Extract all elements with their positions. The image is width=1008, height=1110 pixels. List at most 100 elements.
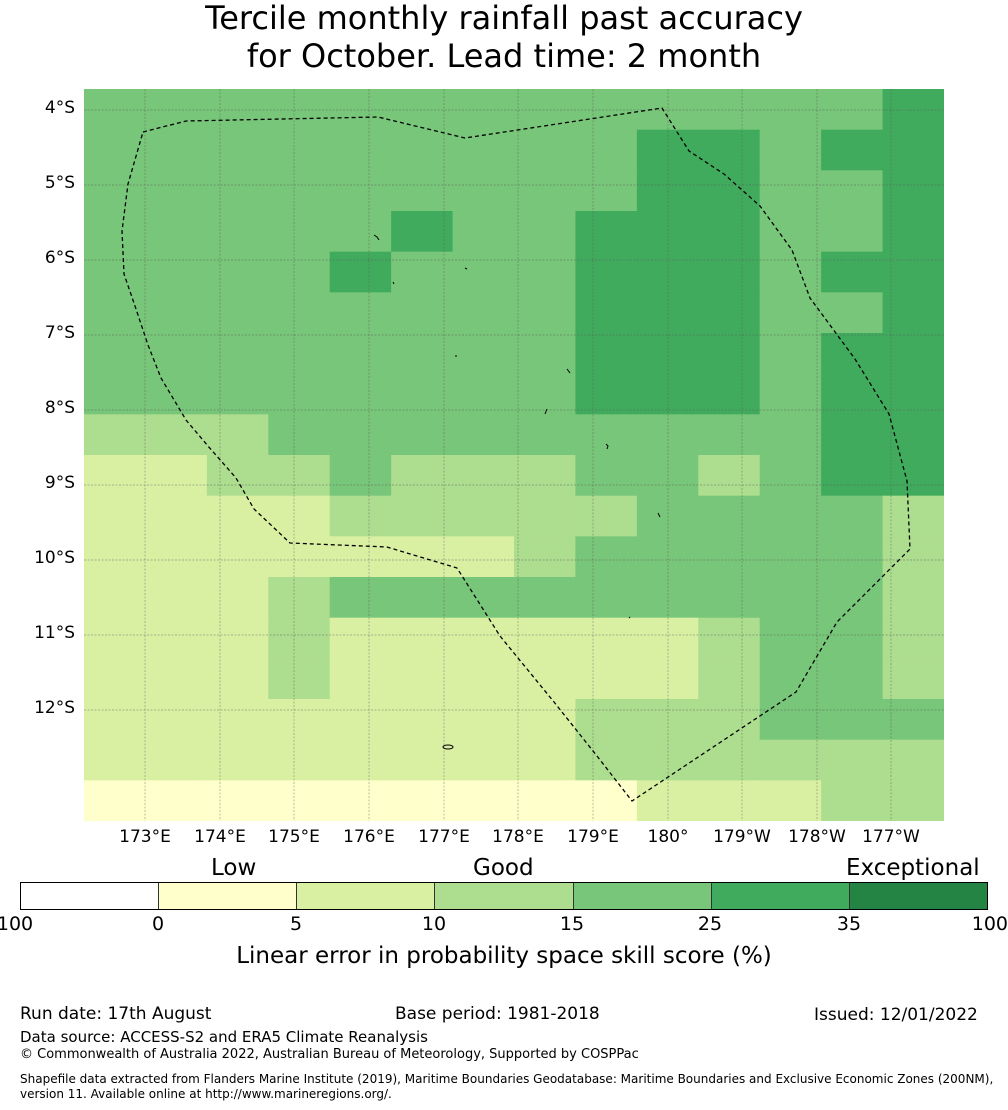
grid-cell: [268, 617, 331, 659]
grid-cell: [514, 536, 577, 578]
grid-cell: [268, 536, 331, 578]
grid-cell: [206, 251, 269, 293]
grid-cell: [514, 129, 577, 171]
grid-cell: [268, 455, 331, 497]
grid-cell: [268, 292, 331, 334]
grid-cell: [329, 699, 392, 741]
lon-label-177e: 177°E: [418, 827, 470, 847]
grid-cell: [145, 414, 208, 456]
grid-cell: [268, 211, 331, 253]
grid-cell: [84, 89, 147, 131]
grid-cell: [636, 414, 699, 456]
grid-cell: [821, 617, 884, 659]
grid-cell: [698, 251, 761, 293]
colorbar-tick-label: -100: [0, 913, 34, 935]
grid-cell: [84, 211, 147, 253]
grid-cell: [759, 536, 822, 578]
grid-cell: [882, 739, 944, 781]
grid-cell: [268, 495, 331, 537]
lat-label-12s: 12°S: [34, 698, 75, 718]
grid-cell: [452, 373, 515, 415]
grid-cell: [575, 373, 638, 415]
grid-cell: [206, 129, 269, 171]
colorbar-tick-label: 0: [151, 913, 165, 935]
islands: [373, 234, 661, 750]
grid-cell: [84, 414, 147, 456]
grid-cell: [206, 577, 269, 619]
grid-cell: [452, 251, 515, 293]
grid-cell: [698, 129, 761, 171]
grid-cell: [452, 617, 515, 659]
grid-cell: [206, 699, 269, 741]
grid-cell: [329, 739, 392, 781]
grid-cell: [206, 373, 269, 415]
grid-cell: [84, 577, 147, 619]
colorbar-tick-label: 25: [697, 913, 723, 935]
grid-cell: [329, 536, 392, 578]
grid-cell: [145, 455, 208, 497]
grid-cell: [821, 89, 884, 131]
colorbar-swatch: [573, 883, 712, 909]
grid-cell: [882, 617, 944, 659]
grid-cell: [882, 455, 944, 497]
shapefile-credit-line-2: version 11. Available online at http://w…: [20, 1087, 392, 1101]
grid-cell: [821, 414, 884, 456]
grid-cell: [145, 211, 208, 253]
grid-cell: [698, 739, 761, 781]
lon-label-174e: 174°E: [194, 827, 246, 847]
grid-cell: [268, 739, 331, 781]
grid-cell: [759, 89, 822, 131]
lat-label-4s: 4°S: [44, 98, 75, 118]
grid-cell: [821, 495, 884, 537]
grid-cell: [514, 89, 577, 131]
grid-cell: [514, 699, 577, 741]
grid-cell: [698, 455, 761, 497]
grid-cell: [759, 658, 822, 700]
grid-cell: [821, 251, 884, 293]
grid-cell: [759, 129, 822, 171]
grid-cell: [882, 780, 944, 821]
grid-cell: [452, 129, 515, 171]
grid-cell: [698, 780, 761, 821]
grid-cell: [575, 617, 638, 659]
colorbar-swatch: [435, 883, 574, 909]
grid-cell: [698, 333, 761, 375]
grid-cell: [329, 292, 392, 334]
copyright: © Commonwealth of Australia 2022, Austra…: [20, 1047, 639, 1062]
grid-cell: [636, 536, 699, 578]
grid-cell: [145, 617, 208, 659]
grid-cell: [821, 292, 884, 334]
grid-cell: [575, 577, 638, 619]
grid-cell: [759, 780, 822, 821]
grid-cell: [206, 617, 269, 659]
grid-cell: [268, 780, 331, 821]
grid-cell: [391, 455, 454, 497]
island: [566, 368, 571, 374]
grid-cell: [145, 373, 208, 415]
grid-cell: [575, 739, 638, 781]
colorbar-tick-label: 100: [971, 913, 1008, 935]
colorbar-swatch: [21, 883, 160, 909]
grid-cell: [452, 536, 515, 578]
island: [628, 616, 631, 619]
grid-cell: [698, 617, 761, 659]
colorbar-swatch: [711, 883, 850, 909]
grid-cell: [145, 536, 208, 578]
legend-category-low: Low: [211, 855, 257, 881]
island: [464, 267, 468, 270]
grid-cell: [575, 333, 638, 375]
grid-cell: [206, 658, 269, 700]
grid-cell: [452, 739, 515, 781]
lon-label-177w: 177°W: [862, 827, 920, 847]
colorbar-title: Linear error in probability space skill …: [236, 943, 772, 969]
lon-label-178w: 178°W: [788, 827, 846, 847]
lon-label-173e: 173°E: [119, 827, 171, 847]
grid-cell: [452, 333, 515, 375]
grid-cell: [145, 739, 208, 781]
grid-cell: [514, 333, 577, 375]
grid-cell: [452, 170, 515, 212]
grid-cell: [391, 414, 454, 456]
grid-cell: [452, 699, 515, 741]
colorbar: [20, 882, 988, 910]
grid-cell: [452, 780, 515, 821]
